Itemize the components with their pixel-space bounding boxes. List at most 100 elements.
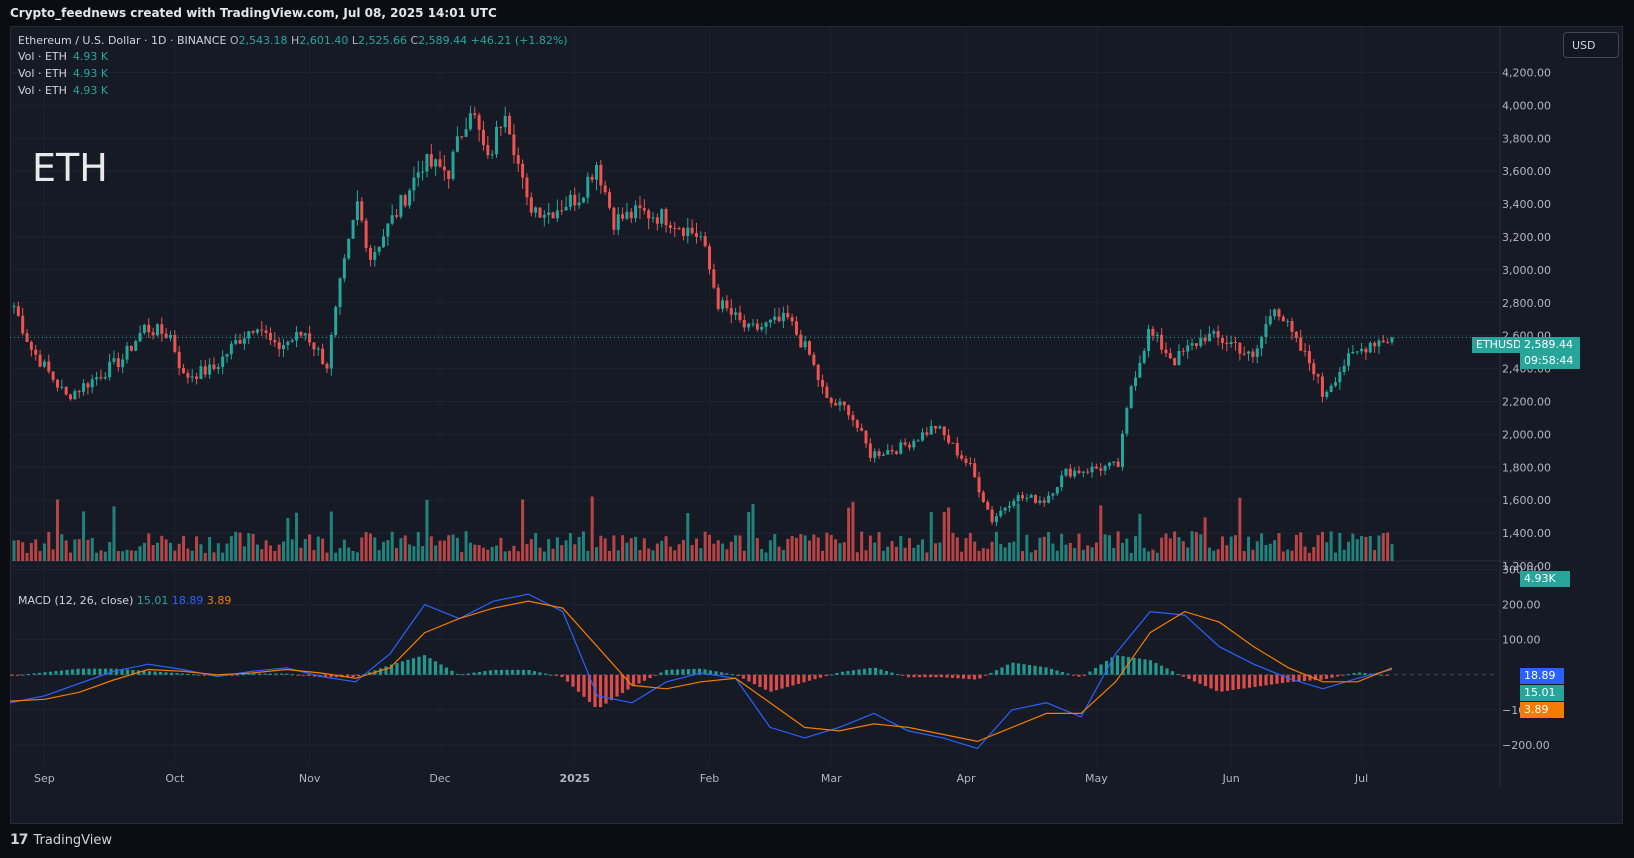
volume-bar — [760, 548, 764, 561]
candle-body — [964, 458, 968, 464]
candle-body — [1199, 337, 1203, 347]
volume-bar — [186, 548, 190, 561]
volume-bar — [1286, 549, 1290, 561]
volume-bar — [1160, 537, 1164, 561]
macd-histogram-bar — [1247, 674, 1252, 688]
volume-bar — [542, 551, 546, 561]
volume-bar — [368, 533, 372, 561]
macd-histogram-bar — [1022, 664, 1026, 675]
price-tick-label: 4,000.00 — [1502, 99, 1551, 112]
macd-histogram-bar — [1385, 674, 1389, 676]
candle-body — [408, 190, 412, 206]
volume-bar — [608, 550, 612, 561]
candle-body — [151, 332, 155, 336]
macd-histogram-bar — [791, 674, 795, 686]
candle-body — [264, 330, 268, 333]
volume-bar — [729, 541, 733, 561]
macd-histogram-bar — [1220, 674, 1224, 692]
volume-bar — [1029, 552, 1033, 561]
candle-body — [429, 154, 433, 167]
macd-histogram-bar — [1297, 674, 1301, 682]
tradingview-logo-icon[interactable]: 17 — [10, 832, 29, 848]
candle-body — [786, 312, 790, 318]
macd-histogram-bar — [730, 674, 735, 676]
volume-bar — [1168, 538, 1172, 561]
macd-histogram-bar — [967, 674, 971, 680]
candle-body — [581, 197, 585, 203]
volume-bar — [234, 531, 238, 561]
volume-bar — [994, 531, 998, 561]
volume-legend-2[interactable]: Vol · ETH 4.93 K — [18, 67, 108, 80]
candle-body — [95, 377, 99, 380]
candle-body — [342, 258, 346, 279]
macd-tick-label: 100.00 — [1502, 634, 1541, 647]
candle-body — [190, 376, 194, 378]
volume-bar — [912, 547, 916, 561]
macd-histogram-bar — [1066, 673, 1070, 675]
volume-bar — [686, 512, 690, 561]
macd-histogram-bar — [334, 674, 339, 678]
volume-bar — [282, 541, 286, 561]
macd-histogram-bar — [1104, 660, 1109, 675]
volume-bar — [881, 550, 885, 561]
volume-bar — [699, 548, 703, 561]
volume-bar — [299, 547, 303, 561]
macd-histogram-bar — [389, 664, 394, 675]
volume-bar — [1194, 532, 1198, 561]
macd-histogram-bar — [1044, 667, 1048, 675]
candle-body — [186, 373, 190, 378]
macd-histogram-bar — [747, 674, 751, 682]
macd-histogram-bar — [191, 674, 196, 676]
macd-histogram-bar — [758, 674, 762, 687]
time-tick-label: Apr — [956, 772, 976, 785]
candle-body — [60, 386, 64, 388]
footer-brand[interactable]: TradingView — [33, 832, 113, 848]
candle-body — [229, 343, 233, 355]
volume-bar — [1099, 505, 1103, 561]
macd-histogram-bar — [477, 671, 482, 675]
candle-body — [21, 315, 25, 334]
volume-bar — [447, 535, 451, 561]
candle-body — [1299, 337, 1303, 351]
volume-bar — [781, 549, 785, 561]
volume-legend-1[interactable]: Vol · ETH 4.93 K — [18, 50, 108, 63]
macd-legend[interactable]: MACD (12, 26, close) 15.01 18.89 3.89 — [18, 594, 231, 607]
candle-body — [1242, 353, 1246, 355]
volume-bar — [777, 546, 781, 561]
macd-histogram-bar — [235, 674, 240, 676]
macd-histogram-bar — [1154, 662, 1158, 675]
macd-histogram-bar — [939, 674, 944, 678]
volume-bar — [112, 506, 116, 561]
volume-bar — [160, 535, 164, 561]
candle-body — [1155, 334, 1159, 336]
candle-body — [12, 306, 16, 308]
volume-bar — [1021, 551, 1025, 561]
macd-histogram-bar — [890, 672, 894, 675]
currency-button[interactable]: USD — [1563, 32, 1619, 58]
candle-body — [621, 214, 625, 219]
macd-histogram-bar — [21, 674, 25, 676]
volume-bar — [1290, 550, 1294, 561]
volume-bar — [664, 536, 668, 561]
candle-body — [808, 341, 812, 355]
volume-bar — [99, 550, 103, 561]
candle-body — [794, 321, 798, 335]
volume-bar — [151, 545, 155, 561]
time-tick-label: Feb — [700, 772, 719, 785]
price-tick-label: 1,800.00 — [1502, 461, 1551, 474]
candle-body — [1234, 341, 1238, 343]
candle-body — [121, 359, 125, 368]
candle-body — [295, 332, 299, 341]
volume-bar — [916, 544, 920, 561]
volume-bar — [1107, 535, 1111, 561]
chart-canvas[interactable]: 4,200.00 4,000.00 3,800.00 3,600.00 3,400.00… — [10, 26, 1623, 824]
volume-bar — [851, 501, 855, 561]
volume-bar — [1190, 531, 1194, 561]
close-value: 2,589.44 — [418, 34, 468, 47]
candle-body — [86, 383, 90, 388]
volume-bar — [455, 537, 459, 561]
volume-bar — [1173, 531, 1177, 561]
volume-legend-3[interactable]: Vol · ETH 4.93 K — [18, 84, 108, 97]
volume-bar — [1086, 545, 1090, 561]
symbol-title[interactable]: Ethereum / U.S. Dollar · 1D · BINANCE — [18, 34, 227, 47]
